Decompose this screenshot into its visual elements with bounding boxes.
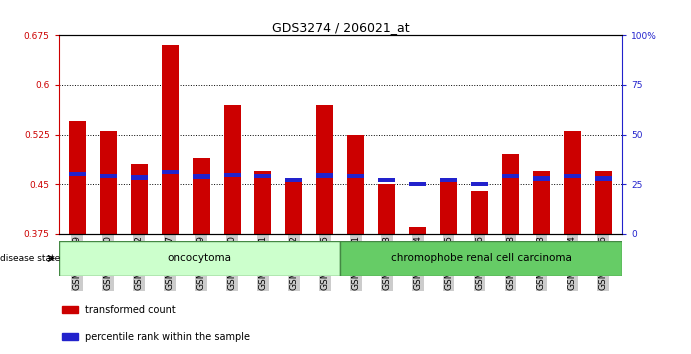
- FancyBboxPatch shape: [59, 241, 340, 276]
- Bar: [193, 158, 209, 234]
- Bar: [61, 333, 79, 341]
- Bar: [348, 174, 364, 178]
- Text: transformed count: transformed count: [86, 305, 176, 315]
- Text: oncocytoma: oncocytoma: [167, 253, 231, 263]
- Bar: [254, 171, 272, 234]
- Bar: [162, 170, 179, 175]
- Bar: [348, 135, 364, 234]
- Bar: [409, 182, 426, 187]
- Bar: [254, 174, 272, 178]
- Bar: [285, 178, 303, 182]
- Bar: [533, 171, 550, 234]
- Bar: [502, 154, 519, 234]
- Bar: [595, 177, 612, 181]
- Bar: [162, 45, 179, 234]
- Text: percentile rank within the sample: percentile rank within the sample: [86, 332, 250, 342]
- Bar: [533, 177, 550, 181]
- Bar: [316, 173, 333, 178]
- Bar: [69, 172, 86, 177]
- Bar: [564, 131, 581, 234]
- Bar: [471, 191, 488, 234]
- Bar: [409, 227, 426, 234]
- Bar: [316, 105, 333, 234]
- Bar: [564, 174, 581, 178]
- Bar: [378, 178, 395, 182]
- Text: chromophobe renal cell carcinoma: chromophobe renal cell carcinoma: [390, 253, 571, 263]
- Bar: [285, 181, 303, 234]
- Text: disease state: disease state: [0, 254, 60, 263]
- Bar: [440, 181, 457, 234]
- Bar: [378, 184, 395, 234]
- Bar: [471, 182, 488, 187]
- Bar: [131, 164, 148, 234]
- Bar: [61, 306, 79, 314]
- Bar: [502, 174, 519, 178]
- Bar: [131, 175, 148, 180]
- Bar: [100, 131, 117, 234]
- Bar: [69, 121, 86, 234]
- Bar: [193, 175, 209, 179]
- Bar: [223, 105, 240, 234]
- Bar: [440, 178, 457, 182]
- Bar: [595, 171, 612, 234]
- Title: GDS3274 / 206021_at: GDS3274 / 206021_at: [272, 21, 409, 34]
- FancyBboxPatch shape: [340, 241, 622, 276]
- Bar: [100, 174, 117, 178]
- Bar: [223, 172, 240, 177]
